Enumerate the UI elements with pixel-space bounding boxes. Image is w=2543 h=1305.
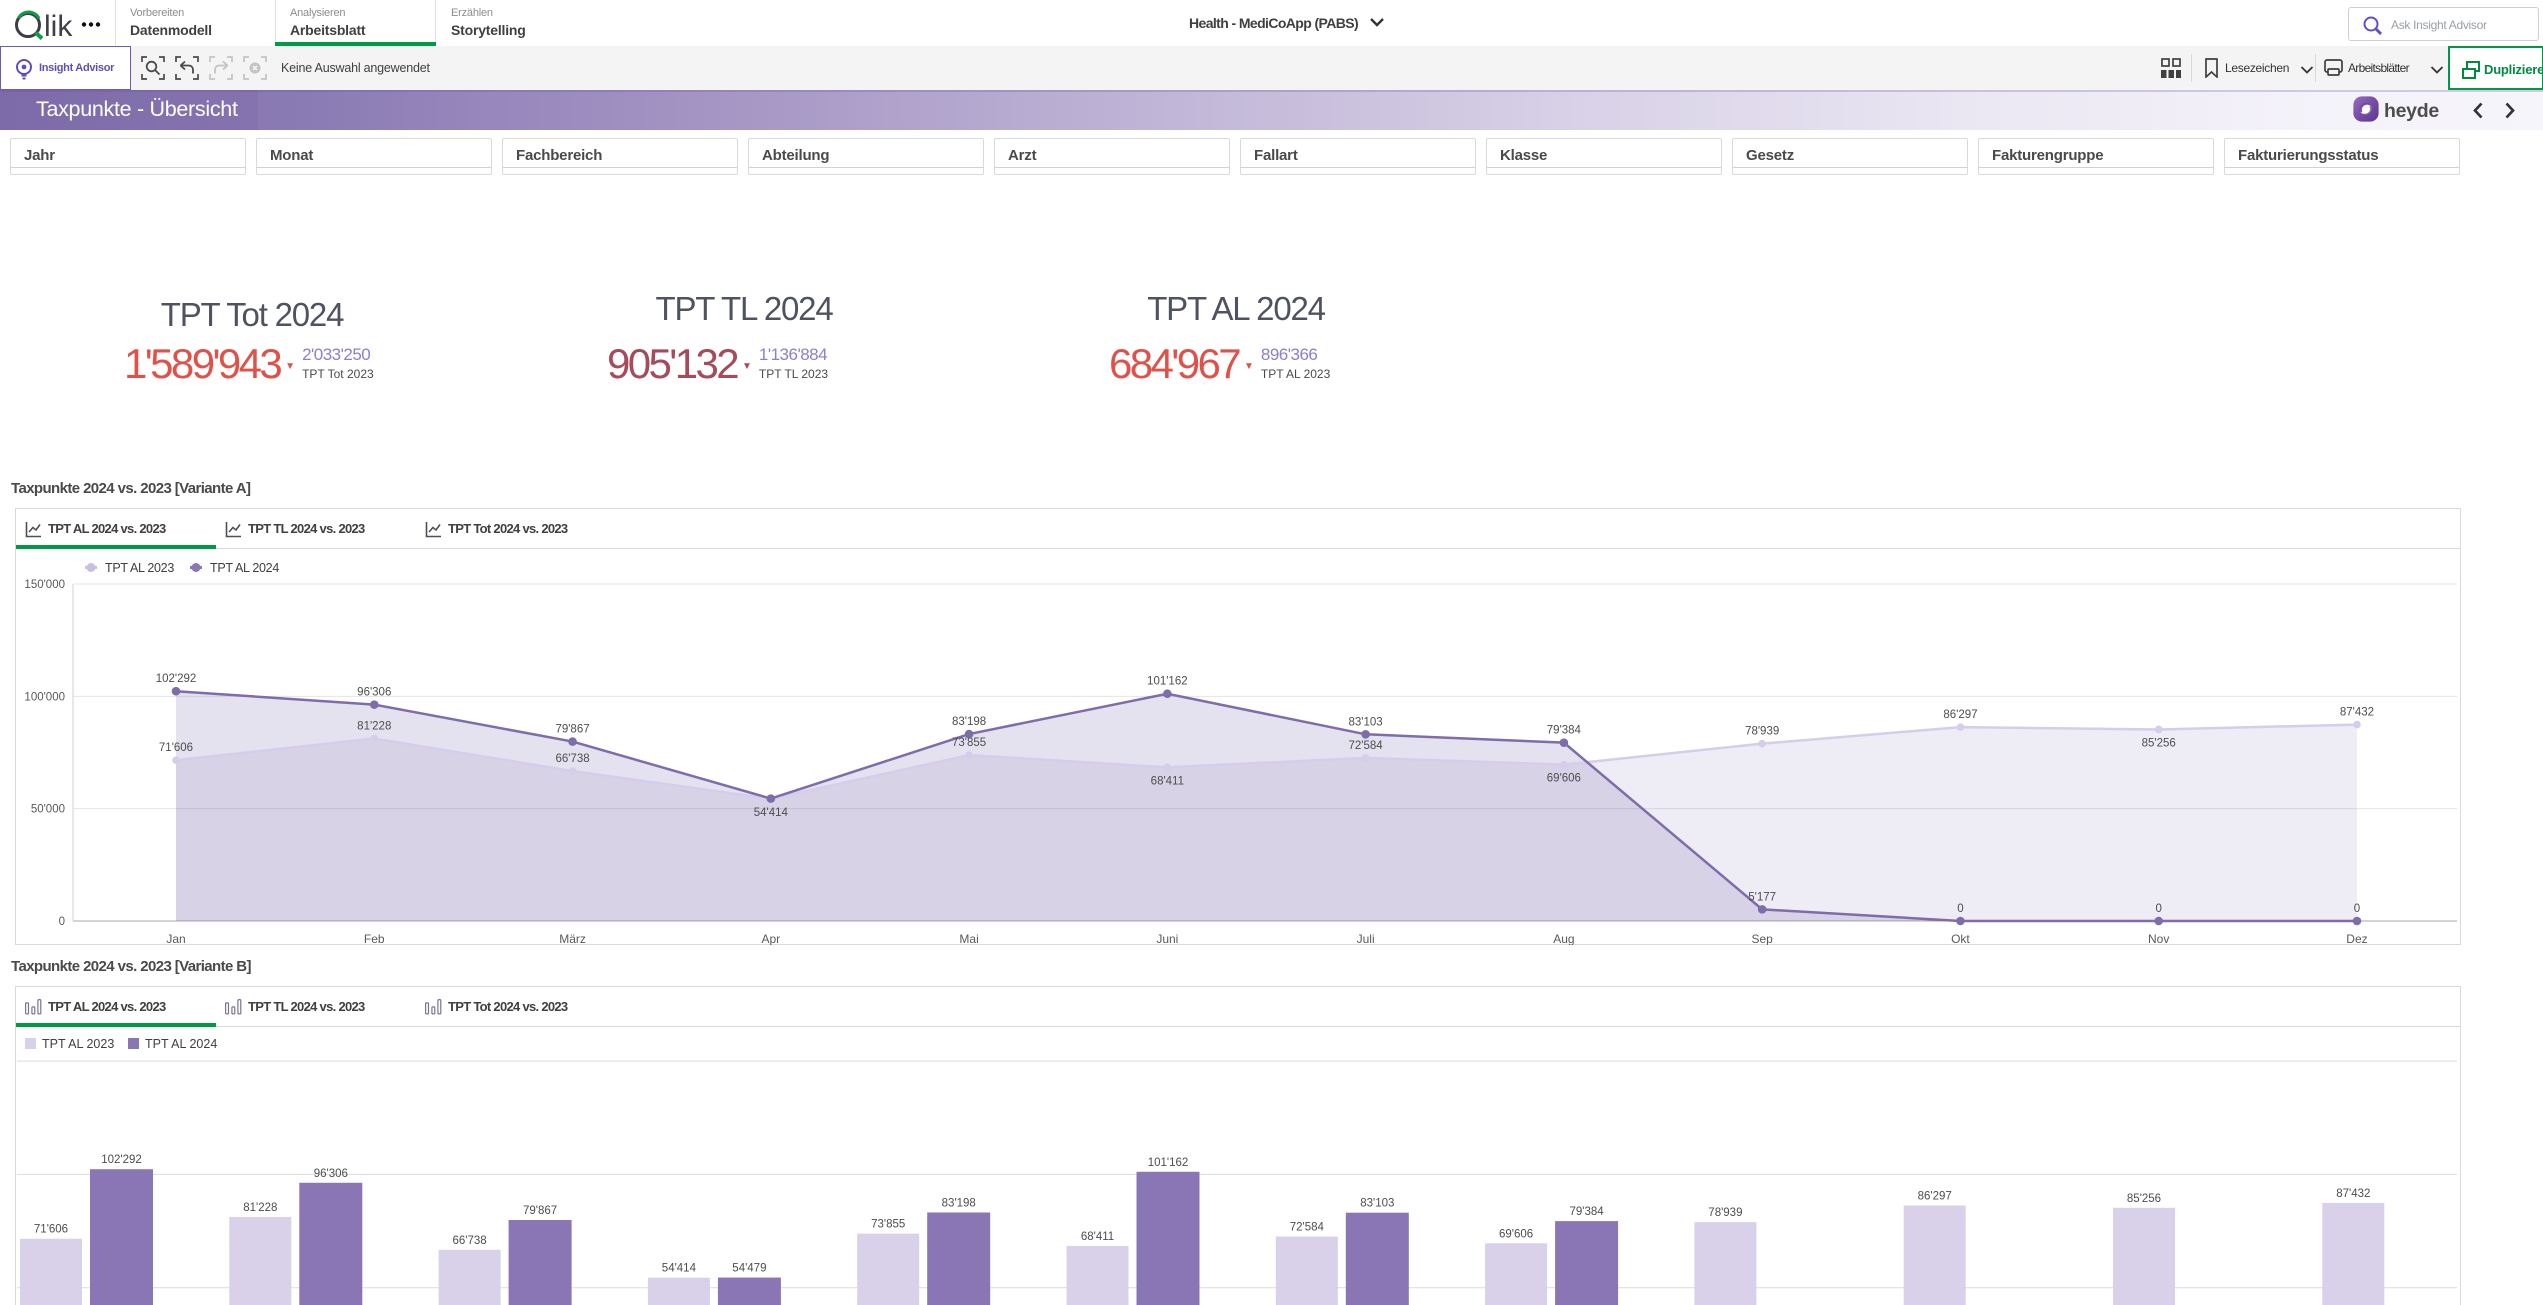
svg-text:79'384: 79'384 — [1547, 725, 1582, 737]
svg-text:85'256: 85'256 — [2142, 737, 2176, 749]
svg-text:Nov: Nov — [2148, 932, 2169, 945]
svg-text:102'292: 102'292 — [156, 673, 197, 685]
svg-text:73'855: 73'855 — [871, 1219, 905, 1231]
svg-text:Mai: Mai — [959, 932, 978, 945]
svg-text:96'306: 96'306 — [357, 687, 391, 699]
svg-text:86'297: 86'297 — [1943, 709, 1977, 721]
svg-text:150'000: 150'000 — [24, 579, 65, 591]
svg-text:0: 0 — [2354, 903, 2360, 915]
svg-text:72'584: 72'584 — [1290, 1222, 1325, 1234]
svg-text:66'738: 66'738 — [555, 753, 589, 765]
svg-text:TPT AL 2024: TPT AL 2024 — [210, 561, 279, 575]
svg-text:83'198: 83'198 — [942, 1197, 976, 1209]
svg-text:0: 0 — [2155, 903, 2161, 915]
svg-text:79'867: 79'867 — [523, 1205, 557, 1217]
svg-text:Aug: Aug — [1553, 932, 1574, 945]
svg-text:85'256: 85'256 — [2127, 1193, 2161, 1205]
svg-text:66'738: 66'738 — [453, 1235, 487, 1247]
svg-text:100'000: 100'000 — [24, 691, 65, 703]
svg-text:79'384: 79'384 — [1570, 1206, 1605, 1218]
svg-text:101'162: 101'162 — [1148, 1157, 1189, 1169]
svg-text:54'479: 54'479 — [732, 1263, 766, 1275]
svg-text:0: 0 — [59, 916, 65, 928]
svg-text:78'939: 78'939 — [1745, 726, 1779, 738]
svg-text:Jan: Jan — [166, 932, 185, 945]
svg-text:lik: lik — [44, 10, 73, 42]
svg-text:81'228: 81'228 — [243, 1202, 277, 1214]
svg-text:Okt: Okt — [1951, 932, 1970, 945]
svg-text:54'414: 54'414 — [754, 807, 789, 819]
svg-text:50'000: 50'000 — [31, 804, 65, 816]
svg-text:101'162: 101'162 — [1147, 676, 1188, 688]
svg-text:0: 0 — [1957, 903, 1963, 915]
svg-text:Feb: Feb — [364, 932, 385, 945]
svg-text:68'411: 68'411 — [1081, 1231, 1114, 1243]
svg-text:Juni: Juni — [1156, 932, 1178, 945]
svg-text:78'939: 78'939 — [1708, 1207, 1742, 1219]
svg-text:83'103: 83'103 — [1349, 716, 1383, 728]
svg-text:86'297: 86'297 — [1918, 1190, 1952, 1202]
svg-text:5'177: 5'177 — [1748, 891, 1776, 903]
svg-text:69'606: 69'606 — [1499, 1228, 1533, 1240]
svg-text:102'292: 102'292 — [101, 1154, 142, 1166]
svg-text:83'103: 83'103 — [1360, 1198, 1394, 1210]
svg-text:81'228: 81'228 — [357, 721, 391, 733]
svg-text:Apr: Apr — [761, 932, 780, 945]
svg-text:68'411: 68'411 — [1151, 775, 1184, 787]
svg-text:TPT AL 2024: TPT AL 2024 — [145, 1037, 217, 1051]
svg-text:79'867: 79'867 — [555, 724, 589, 736]
svg-text:Dez: Dez — [2346, 932, 2367, 945]
svg-text:96'306: 96'306 — [314, 1168, 348, 1180]
svg-text:83'198: 83'198 — [952, 716, 986, 728]
svg-text:71'606: 71'606 — [34, 1224, 68, 1236]
svg-text:87'432: 87'432 — [2340, 707, 2374, 719]
svg-text:Juli: Juli — [1357, 932, 1375, 945]
svg-text:69'606: 69'606 — [1547, 773, 1581, 785]
svg-text:März: März — [559, 932, 586, 945]
svg-text:Sep: Sep — [1751, 932, 1773, 945]
svg-text:TPT AL 2023: TPT AL 2023 — [42, 1037, 114, 1051]
svg-text:TPT AL 2023: TPT AL 2023 — [105, 561, 174, 575]
svg-text:54'414: 54'414 — [662, 1263, 697, 1275]
svg-text:72'584: 72'584 — [1349, 740, 1384, 752]
svg-text:73'855: 73'855 — [952, 737, 986, 749]
svg-text:71'606: 71'606 — [159, 742, 193, 754]
svg-text:87'432: 87'432 — [2336, 1188, 2370, 1200]
